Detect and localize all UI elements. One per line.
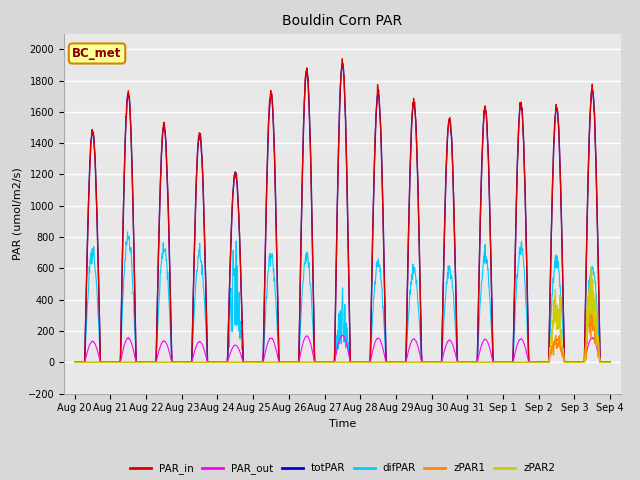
X-axis label: Time: Time xyxy=(329,419,356,429)
PAR_in xyxy=(177,360,184,365)
totPAR xyxy=(426,360,433,365)
PAR_out xyxy=(606,360,614,365)
zPAR2 xyxy=(177,360,184,365)
totPAR xyxy=(339,60,346,66)
zPAR2 xyxy=(71,360,79,365)
zPAR1 xyxy=(250,360,257,365)
difPAR xyxy=(250,360,258,365)
Line: zPAR1: zPAR1 xyxy=(75,292,610,362)
PAR_in xyxy=(250,360,257,365)
zPAR1 xyxy=(426,360,433,365)
zPAR2 xyxy=(250,360,257,365)
Line: PAR_in: PAR_in xyxy=(75,59,610,362)
zPAR2 xyxy=(426,360,433,365)
PAR_in xyxy=(543,360,550,365)
zPAR1 xyxy=(495,360,503,365)
difPAR xyxy=(177,360,185,365)
zPAR2 xyxy=(588,264,595,270)
Text: BC_met: BC_met xyxy=(72,47,122,60)
Line: totPAR: totPAR xyxy=(75,63,610,362)
Line: zPAR2: zPAR2 xyxy=(75,267,610,362)
PAR_in xyxy=(496,360,504,365)
PAR_out xyxy=(177,360,184,365)
Title: Bouldin Corn PAR: Bouldin Corn PAR xyxy=(282,14,403,28)
zPAR2 xyxy=(543,360,550,365)
PAR_in xyxy=(606,360,614,365)
totPAR xyxy=(606,360,614,365)
difPAR xyxy=(71,360,79,365)
totPAR xyxy=(496,360,504,365)
zPAR2 xyxy=(190,360,198,365)
PAR_in xyxy=(426,360,433,365)
totPAR xyxy=(71,360,79,365)
PAR_out xyxy=(250,360,257,365)
totPAR xyxy=(190,272,198,277)
totPAR xyxy=(543,360,550,365)
PAR_out xyxy=(190,351,198,357)
difPAR xyxy=(606,360,614,365)
difPAR xyxy=(426,360,433,365)
totPAR xyxy=(177,360,184,365)
PAR_out xyxy=(496,360,504,365)
zPAR1 xyxy=(543,360,550,365)
zPAR1 xyxy=(71,360,79,365)
Line: difPAR: difPAR xyxy=(75,232,610,362)
PAR_in xyxy=(339,56,346,61)
Line: PAR_out: PAR_out xyxy=(75,336,610,362)
PAR_out xyxy=(426,360,433,365)
PAR_out xyxy=(71,360,79,365)
zPAR1 xyxy=(177,360,184,365)
zPAR1 xyxy=(606,360,614,365)
difPAR xyxy=(496,360,504,365)
difPAR xyxy=(124,229,131,235)
PAR_in xyxy=(71,360,79,365)
Legend: PAR_in, PAR_out, totPAR, difPAR, zPAR1, zPAR2: PAR_in, PAR_out, totPAR, difPAR, zPAR1, … xyxy=(125,459,559,479)
Y-axis label: PAR (umol/m2/s): PAR (umol/m2/s) xyxy=(12,167,22,260)
zPAR1 xyxy=(190,360,198,365)
zPAR2 xyxy=(495,360,503,365)
PAR_out xyxy=(339,333,346,338)
zPAR1 xyxy=(589,289,596,295)
zPAR2 xyxy=(606,360,614,365)
difPAR xyxy=(543,360,550,365)
PAR_out xyxy=(543,360,550,365)
totPAR xyxy=(250,360,257,365)
difPAR xyxy=(190,311,198,317)
PAR_in xyxy=(190,273,198,278)
